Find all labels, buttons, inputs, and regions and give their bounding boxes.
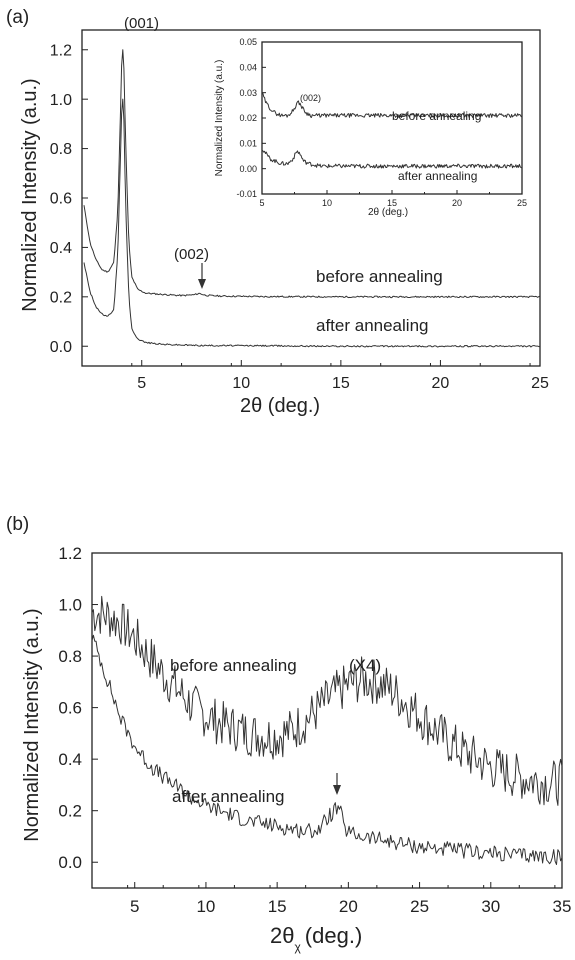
panel-b-after-annealing-label: after annealing [172, 787, 284, 806]
panel-b-series [91, 595, 563, 865]
panel-b-series-before-annealing [91, 595, 563, 806]
panel-b-x-tick-label: 35 [553, 897, 572, 916]
inset-y-tick-label: 0.03 [239, 88, 257, 98]
panel-b-x-axis-unit: (deg.) [305, 923, 362, 948]
panel-a-x-tick-label: 20 [432, 375, 450, 392]
panel-a-x-tick-label: 5 [137, 375, 146, 392]
inset-y-tick-label: 0.00 [239, 164, 257, 174]
panel-a-y-tick-label: 0.8 [50, 141, 72, 158]
panel-b-label: (b) [6, 514, 29, 535]
panel-a-y-axis-label: Normalized Intensity (a.u.) [19, 78, 41, 311]
panel-a-y-tick-label: 1.2 [50, 42, 72, 59]
inset-x-tick-label: 25 [517, 198, 527, 208]
inset-x-axis-label: 2θ (deg.) [368, 207, 408, 218]
inset-y-tick-label: 0.05 [239, 37, 257, 47]
panel-a-before-annealing-label: before annealing [316, 267, 443, 286]
inset-x-tick-label: 5 [259, 198, 264, 208]
panel-a-series [83, 49, 541, 348]
panel-b-y-tick-label: 0.8 [58, 647, 82, 666]
panel-b-x-tick-label: 10 [196, 897, 215, 916]
panel-b-y-tick-label: 0.4 [58, 750, 82, 769]
panel-b-y-tick-label: 0.6 [58, 699, 82, 718]
inset-y-tick-label: 0.01 [239, 138, 257, 148]
panel-b-before-annealing-label: before annealing [170, 656, 297, 675]
inset-x-ticks: 5 10 15 20 25 [259, 190, 527, 208]
panel-b-y-tick-label: 0.2 [58, 802, 82, 821]
panel-a-y-tick-label: 0.2 [50, 289, 72, 306]
inset-series-after-annealing [261, 149, 523, 169]
inset-y-axis-label: Normalized Intensity (a.u.) [214, 60, 225, 177]
panel-a-x-ticks: 5 10 15 20 25 [81, 360, 549, 392]
inset-series [261, 92, 523, 169]
inset-after-annealing-label: after annealing [398, 169, 477, 183]
panel-b-y-ticks: 0.0 0.2 0.4 0.6 0.8 1.0 1.2 [58, 544, 98, 872]
panel-a-annotation-001: (001) [124, 15, 159, 32]
panel-b-x-axis-subscript: χ [294, 940, 301, 954]
panel-a-arrow-002 [198, 263, 206, 289]
inset-x-tick-label: 15 [387, 198, 397, 208]
panel-b-x-tick-label: 15 [268, 897, 287, 916]
panel-a-series-after-annealing [83, 98, 541, 348]
panel-a-x-tick-label: 10 [232, 375, 250, 392]
inset-annotation-002: (002) [300, 93, 321, 103]
panel-b-plot-frame [91, 552, 563, 889]
panel-b-arrow [333, 773, 341, 795]
inset-y-tick-label: 0.02 [239, 113, 257, 123]
panel-a-series-before-annealing [83, 49, 541, 299]
panel-b-x-ticks: 5 10 15 20 25 30 35 [91, 882, 572, 916]
panel-a-after-annealing-label: after annealing [316, 316, 428, 335]
inset-y-tick-label: 0.04 [239, 62, 257, 72]
inset-before-annealing-label: before annealing [392, 109, 481, 123]
panel-b-y-axis-label: Normalized Intensity (a.u.) [21, 608, 43, 841]
panel-a-y-tick-label: 0.0 [50, 339, 72, 356]
panel-b-y-tick-label: 1.0 [58, 595, 82, 614]
panel-a-y-tick-label: 1.0 [50, 92, 72, 109]
panel-a-y-tick-label: 0.4 [50, 240, 72, 257]
panel-b-y-tick-label: 1.2 [58, 544, 82, 563]
panel-a-inset: 5 10 15 20 25 -0.010.000.010.020.030.040.05 … [214, 37, 527, 218]
panel-a-y-ticks: 0.0 0.2 0.4 0.6 0.8 1.0 1.2 [50, 42, 88, 356]
panel-a-label: (a) [6, 7, 29, 28]
panel-a-annotation-002: (002) [174, 246, 209, 263]
inset-y-tick-label: -0.01 [236, 189, 257, 199]
inset-x-tick-label: 10 [322, 198, 332, 208]
panel-b-x-axis-label: 2θχ (deg.) [270, 923, 362, 954]
panel-a-y-tick-label: 0.6 [50, 191, 72, 208]
panel-a: (a) 5 10 15 20 25 0.0 0.2 0.4 0.6 0.8 1.0 1.2 2θ (… [6, 7, 549, 417]
panel-b-x-tick-label: 30 [481, 897, 500, 916]
panel-b: (b) 5 10 15 20 25 30 35 0.00.20.40.60.81.01.2 … [6, 514, 571, 954]
panel-b-x-tick-label: 25 [410, 897, 429, 916]
panel-b-y-tick-label: 0.0 [58, 853, 82, 872]
panel-b-x-tick-label: 20 [339, 897, 358, 916]
panel-b-series-after-annealing [91, 634, 563, 865]
panel-a-x-axis-label: 2θ (deg.) [240, 395, 320, 417]
panel-b-x-tick-label: 5 [130, 897, 139, 916]
inset-x-tick-label: 20 [452, 198, 462, 208]
panel-b-annotation-x4: (X4) [349, 656, 381, 675]
panel-a-x-tick-label: 25 [531, 375, 549, 392]
panel-b-x-axis-symbol: 2θ [270, 923, 294, 948]
panel-a-x-tick-label: 15 [332, 375, 350, 392]
inset-series-before-annealing [261, 92, 523, 118]
